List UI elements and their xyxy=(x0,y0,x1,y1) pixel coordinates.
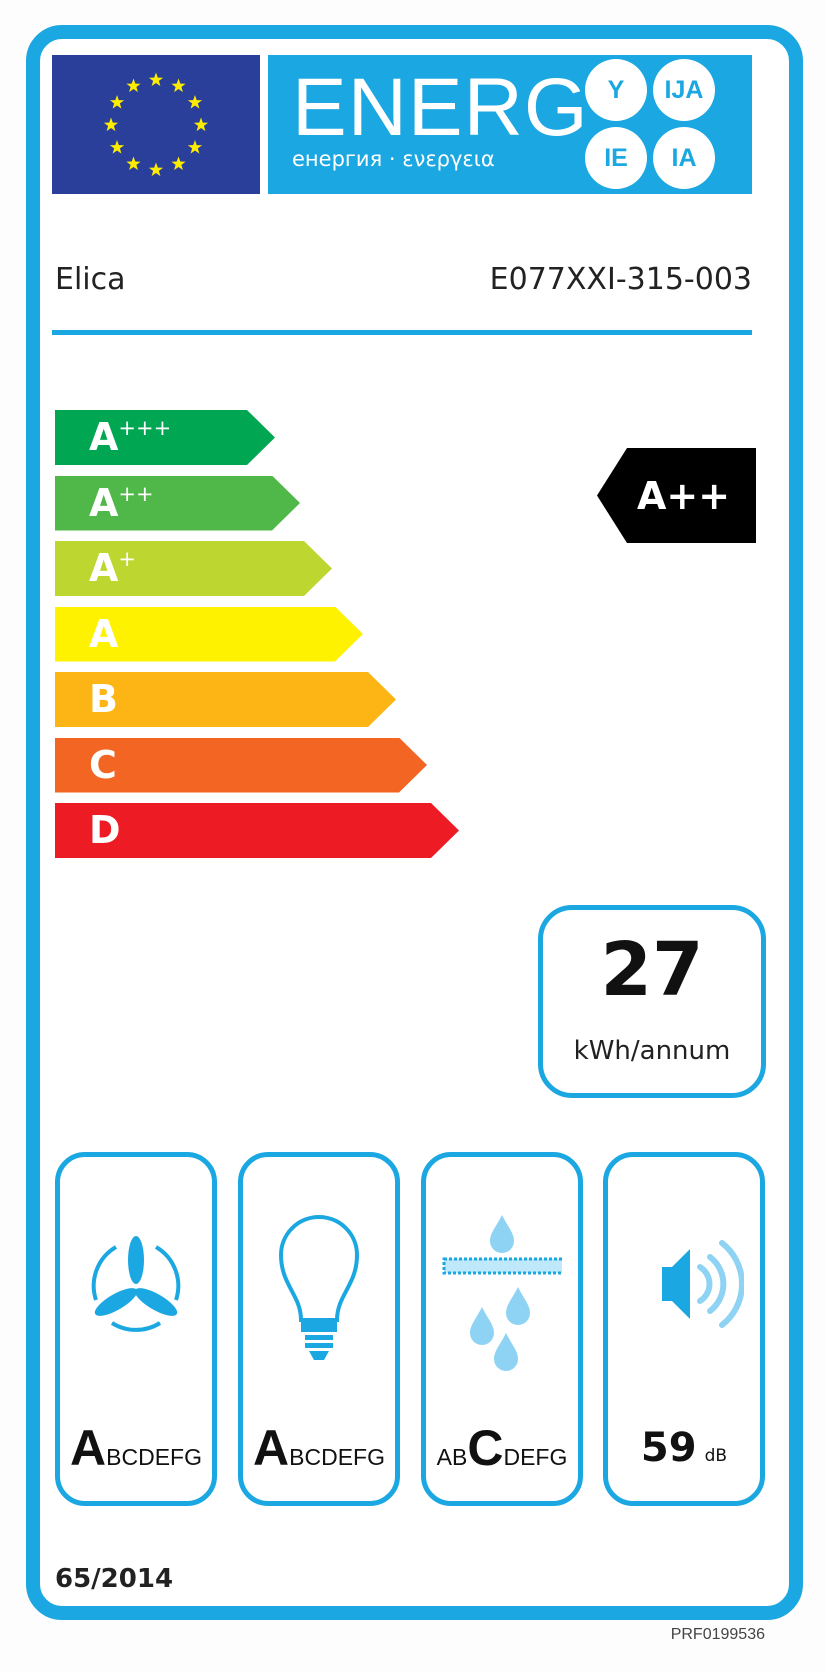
grease-filtering-class-scale: ABCDEFG xyxy=(426,1419,578,1477)
class-letter: C xyxy=(121,1444,139,1470)
energy-title: ENERG xyxy=(292,62,589,153)
class-letter: A xyxy=(436,1444,452,1470)
star-icon xyxy=(148,162,164,177)
class-letter: A xyxy=(89,546,119,590)
star-icon xyxy=(126,156,141,170)
energy-class-arrow: A+ xyxy=(55,541,332,596)
energy-class-arrow: B xyxy=(55,672,396,727)
star-icon xyxy=(109,95,125,109)
class-letter: D xyxy=(89,808,121,852)
grease-filtering-efficiency-box: ABCDEFG xyxy=(421,1152,583,1506)
noise-level: 59 dB xyxy=(608,1425,760,1471)
class-letter: E xyxy=(154,1444,171,1470)
class-letter: E xyxy=(520,1444,536,1470)
eu-stars-icon xyxy=(103,72,209,177)
class-letter: D xyxy=(321,1444,338,1470)
class-letter: A xyxy=(89,480,119,525)
selected-class-letter: A xyxy=(253,1420,290,1476)
supplier-name: Elica xyxy=(55,262,126,297)
class-letter: B xyxy=(289,1444,305,1470)
language-badge: Y xyxy=(585,59,647,121)
noise-unit: dB xyxy=(704,1446,728,1466)
star-icon xyxy=(193,117,209,132)
star-icon xyxy=(171,156,186,170)
divider xyxy=(52,330,752,335)
class-letter: C xyxy=(89,742,117,787)
fluid-dynamic-class-scale: ABCDEFG xyxy=(60,1419,212,1477)
star-icon xyxy=(187,140,203,154)
class-plus: ++ xyxy=(118,481,154,506)
class-letter: E xyxy=(337,1444,354,1470)
fluid-dynamic-efficiency-box: ABCDEFG xyxy=(55,1152,217,1506)
class-letter: F xyxy=(170,1444,185,1470)
class-letter: G xyxy=(549,1444,568,1470)
star-icon xyxy=(171,78,186,93)
energy-class-label: D xyxy=(89,807,121,853)
energy-consumption-unit: kWh/annum xyxy=(573,1036,731,1066)
energy-class-label: A+++ xyxy=(89,414,171,460)
language-badge: IA xyxy=(653,127,715,189)
speaker-icon xyxy=(662,1240,744,1328)
noise-box: 59 dB xyxy=(603,1152,765,1506)
energy-header: ENERG енергия · ενεργεια Y IJA IE IA xyxy=(268,55,752,194)
regulation-number: 65/2014 xyxy=(55,1564,174,1594)
class-letter: A xyxy=(89,611,119,656)
class-letter: C xyxy=(304,1444,322,1470)
energy-class-label: C xyxy=(89,742,117,788)
language-badge: IJA xyxy=(653,59,715,121)
eu-flag xyxy=(52,55,260,194)
class-letter: G xyxy=(184,1444,202,1470)
class-letter: A xyxy=(89,415,119,459)
lighting-efficiency-box: ABCDEFG xyxy=(238,1152,400,1506)
class-letter: G xyxy=(367,1444,385,1470)
energy-class-arrow: A+++ xyxy=(55,410,275,465)
energy-class-arrow: C xyxy=(55,738,427,793)
energy-class-label: B xyxy=(89,676,118,722)
class-letter: D xyxy=(138,1444,155,1470)
class-letter: B xyxy=(451,1444,468,1470)
class-letter: F xyxy=(353,1444,368,1470)
selected-class-letter: A xyxy=(70,1420,107,1476)
energy-consumption-value: 27 xyxy=(600,927,704,1013)
energy-class-label: A xyxy=(89,611,118,657)
class-letter: B xyxy=(106,1444,122,1470)
noise-value: 59 xyxy=(640,1425,697,1471)
star-icon xyxy=(187,95,203,109)
class-letter: D xyxy=(503,1444,521,1470)
energy-class-arrow: A++ xyxy=(55,476,300,531)
energy-subtitle: енергия · ενεργεια xyxy=(292,147,495,171)
energy-class-label: A++ xyxy=(89,480,154,526)
energy-class-label: A+ xyxy=(89,545,136,591)
energy-consumption-box: 27 kWh/annum xyxy=(538,905,766,1098)
star-icon xyxy=(109,140,125,154)
energy-class-rating: A++ xyxy=(597,448,756,543)
fan-icon xyxy=(91,1236,181,1332)
energy-class-arrow: D xyxy=(55,803,459,858)
energy-class-arrow: A xyxy=(55,607,363,662)
grease-filter-icon xyxy=(442,1215,562,1371)
class-letter: B xyxy=(89,677,118,721)
class-letter: F xyxy=(535,1444,550,1470)
class-plus: +++ xyxy=(118,416,172,440)
star-icon xyxy=(126,78,141,93)
reference-code: PRF0199536 xyxy=(670,1626,765,1643)
lighting-class-scale: ABCDEFG xyxy=(243,1419,395,1477)
language-badge: IE xyxy=(585,127,647,189)
selected-class-letter: C xyxy=(467,1420,504,1476)
model-identifier: E077XXI-315-003 xyxy=(489,262,752,297)
star-icon xyxy=(103,117,119,132)
star-icon xyxy=(148,72,164,87)
light-bulb-icon xyxy=(278,1215,360,1360)
class-plus: + xyxy=(118,547,137,571)
